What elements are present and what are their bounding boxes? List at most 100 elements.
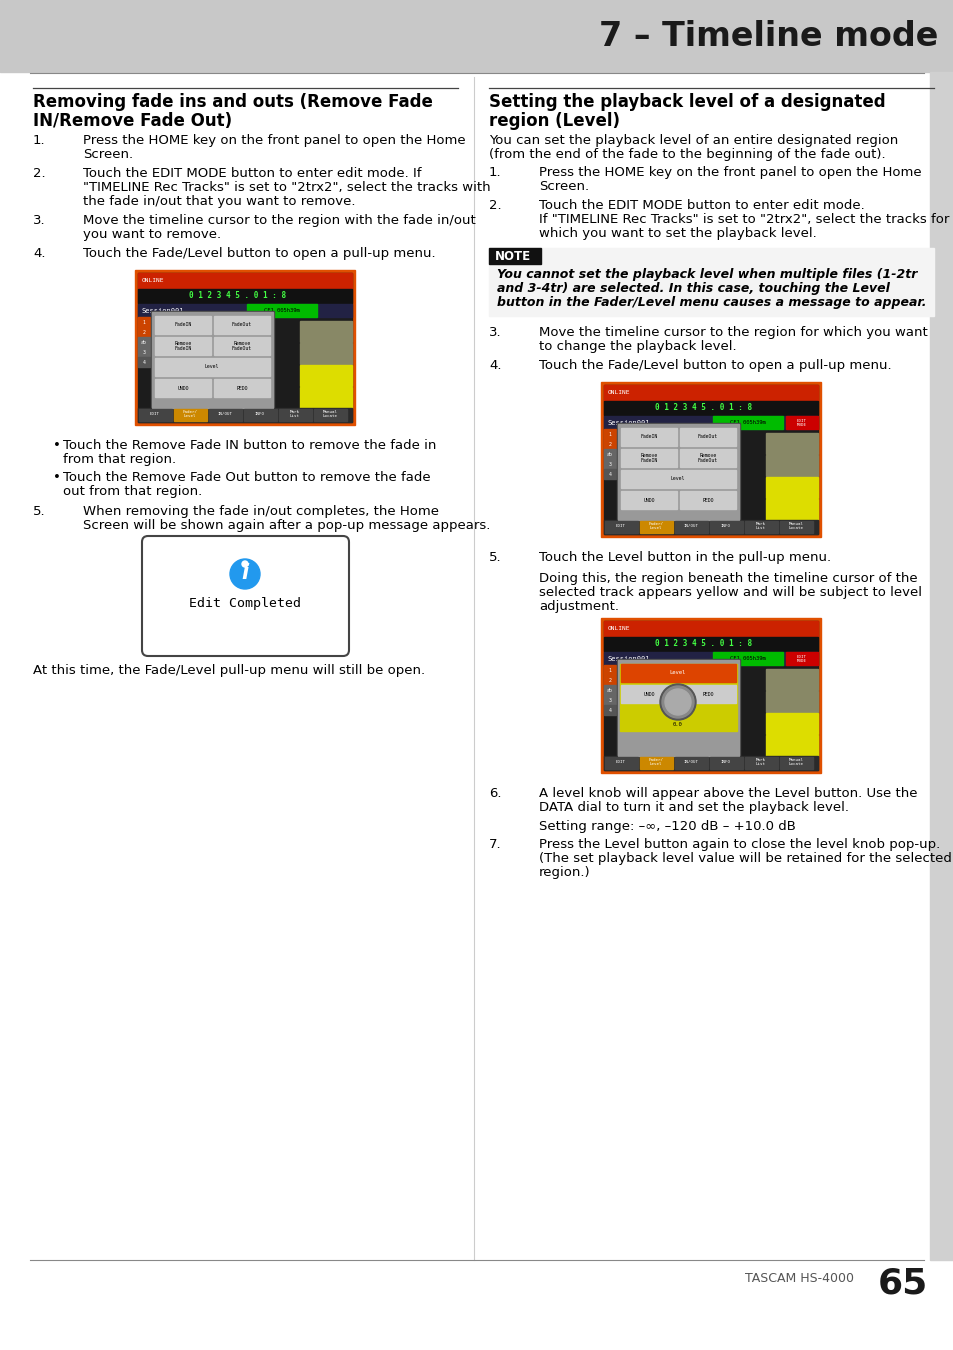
Bar [603, 450, 616, 459]
Bar [299, 321, 352, 342]
Text: Manual
Locate: Manual Locate [788, 757, 802, 767]
Text: EDIT: EDIT [616, 760, 625, 764]
Text: NOTE: NOTE [495, 250, 531, 262]
Bar [620, 470, 735, 487]
Text: from that region.: from that region. [63, 454, 176, 466]
Text: Session001: Session001 [142, 308, 184, 315]
Bar [603, 652, 817, 666]
Text: 2.: 2. [33, 167, 46, 180]
Text: 4: 4 [608, 707, 611, 713]
Text: 4: 4 [142, 359, 145, 364]
Text: 1: 1 [608, 667, 611, 672]
Text: Touch the Remove Fade Out button to remove the fade: Touch the Remove Fade Out button to remo… [63, 471, 430, 485]
Bar [765, 734, 817, 756]
Text: region.): region.) [538, 865, 590, 879]
Text: If "TIMELINE Rec Tracks" is set to "2trx2", select the tracks for: If "TIMELINE Rec Tracks" is set to "2trx… [538, 213, 948, 225]
Text: FadeOut: FadeOut [698, 435, 718, 440]
Bar [679, 450, 735, 467]
Bar [138, 408, 352, 423]
Bar [151, 310, 274, 409]
Text: 6.: 6. [489, 787, 501, 801]
Text: ab: ab [606, 687, 612, 693]
Text: INFO: INFO [720, 524, 730, 528]
Bar [765, 691, 817, 711]
Bar [929, 72, 953, 1260]
Text: Removing fade ins and outs (Remove Fade: Removing fade ins and outs (Remove Fade [33, 93, 433, 111]
Text: 1.: 1. [33, 134, 46, 147]
Bar [603, 459, 616, 468]
Text: 5.: 5. [33, 505, 46, 518]
Text: You cannot set the playback level when multiple files (1-2tr: You cannot set the playback level when m… [497, 269, 917, 281]
Text: Touch the EDIT MODE button to enter edit mode.: Touch the EDIT MODE button to enter edit… [538, 198, 863, 212]
Text: Screen will be shown again after a pop-up message appears.: Screen will be shown again after a pop-u… [83, 518, 490, 532]
Text: •: • [53, 439, 61, 452]
Text: INFO: INFO [720, 760, 730, 764]
Text: you want to remove.: you want to remove. [83, 228, 221, 242]
Text: 3: 3 [608, 462, 611, 467]
Text: to change the playback level.: to change the playback level. [538, 340, 736, 352]
Text: Touch the EDIT MODE button to enter edit mode. If: Touch the EDIT MODE button to enter edit… [83, 167, 421, 180]
Text: which you want to set the playback level.: which you want to set the playback level… [538, 227, 816, 240]
Bar [135, 270, 355, 425]
Text: UNDO: UNDO [642, 498, 654, 502]
Text: FadeOut: FadeOut [232, 323, 252, 328]
Circle shape [242, 562, 248, 567]
Circle shape [661, 686, 693, 718]
Bar [600, 618, 821, 774]
Bar [138, 327, 150, 338]
Bar [709, 521, 742, 533]
Bar [620, 684, 677, 703]
Bar [744, 757, 778, 769]
Text: 1.: 1. [489, 166, 501, 180]
Text: Fader/
Level: Fader/ Level [648, 757, 662, 767]
Bar [209, 409, 242, 421]
Bar [620, 450, 677, 467]
Text: When removing the fade in/out completes, the Home: When removing the fade in/out completes,… [83, 505, 438, 518]
Bar [278, 409, 312, 421]
Text: 0 1 2 3 4 5 . 0 1 : 8: 0 1 2 3 4 5 . 0 1 : 8 [190, 292, 286, 301]
Bar [213, 316, 270, 333]
Bar [765, 433, 817, 454]
Bar [617, 659, 740, 757]
Text: 5.: 5. [489, 551, 501, 564]
Bar [0, 0, 953, 72]
Bar [603, 416, 817, 429]
Bar [138, 356, 150, 367]
Bar [604, 757, 638, 769]
Text: CF1 005h39m: CF1 005h39m [729, 656, 765, 662]
Text: REDO: REDO [701, 498, 713, 502]
Text: 4.: 4. [489, 359, 501, 373]
Text: INFO: INFO [254, 412, 265, 416]
Bar [247, 304, 316, 317]
Text: 4.: 4. [33, 247, 46, 261]
Bar [785, 652, 817, 666]
Text: At this time, the Fade/Level pull-up menu will still be open.: At this time, the Fade/Level pull-up men… [33, 664, 425, 676]
Bar [603, 385, 817, 535]
Text: the fade in/out that you want to remove.: the fade in/out that you want to remove. [83, 194, 355, 208]
Bar [603, 429, 616, 439]
Text: Touch the Level button in the pull-up menu.: Touch the Level button in the pull-up me… [538, 551, 830, 564]
Circle shape [230, 559, 260, 589]
Bar [639, 521, 672, 533]
Bar [780, 521, 812, 533]
Bar [620, 664, 735, 682]
Bar [299, 387, 352, 408]
Text: Remove
FadeIN: Remove FadeIN [639, 452, 657, 463]
Bar [639, 757, 672, 769]
Text: Mark
List: Mark List [290, 409, 299, 418]
Text: Move the timeline cursor to the region for which you want: Move the timeline cursor to the region f… [538, 325, 926, 339]
Bar [603, 684, 616, 695]
Bar [765, 500, 817, 520]
Bar [489, 248, 540, 265]
Text: ONLINE: ONLINE [142, 278, 164, 283]
Text: FadeIN: FadeIN [174, 323, 192, 328]
Bar [138, 289, 352, 302]
Text: 7.: 7. [489, 838, 501, 850]
Text: Screen.: Screen. [538, 180, 589, 193]
Text: Press the Level button again to close the level knob pop-up.: Press the Level button again to close th… [538, 838, 940, 850]
Text: UNDO: UNDO [642, 691, 654, 697]
Bar [138, 273, 352, 423]
Text: Edit Completed: Edit Completed [189, 598, 301, 610]
Text: ONLINE: ONLINE [607, 626, 630, 632]
Bar [619, 664, 737, 730]
